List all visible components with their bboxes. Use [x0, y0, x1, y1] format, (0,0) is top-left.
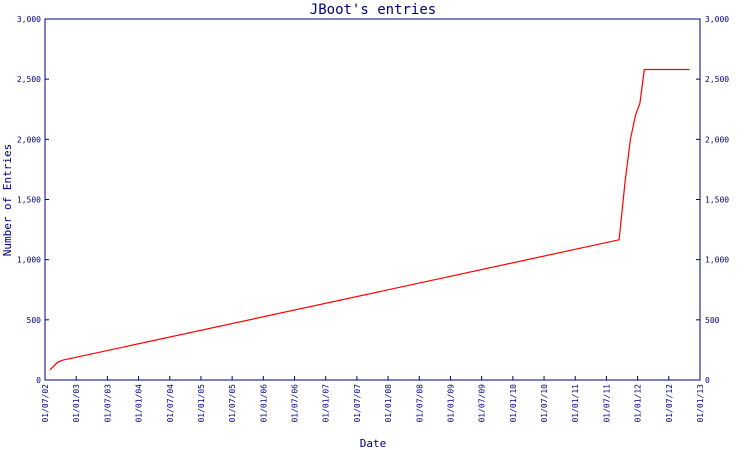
x-axis-ticks: 01/07/02 01/01/03 01/07/03 01/01/04 01/07/04… — [41, 376, 705, 423]
x-tick-label: 01/07/05 — [228, 384, 237, 423]
chart-title: JBoot's entries — [310, 2, 436, 18]
x-tick-label: 01/07/12 — [665, 384, 674, 423]
y-tick-label-right: 2,500 — [705, 75, 729, 84]
y-tick-label-right: 500 — [705, 316, 720, 325]
y-tick-label-left: 2,500 — [17, 75, 41, 84]
x-tick-label: 01/01/11 — [571, 384, 580, 423]
x-tick-label: 01/07/07 — [353, 384, 362, 423]
x-tick-label: 01/01/13 — [696, 384, 705, 423]
y-tick-label-right: 1,000 — [705, 256, 729, 265]
x-axis-label: Date — [360, 437, 387, 450]
y-tick-label-left: 0 — [36, 376, 41, 385]
series-layer — [49, 68, 690, 371]
x-tick-label: 01/07/03 — [103, 384, 112, 423]
y-axis-label: Number of Entries — [1, 144, 14, 257]
x-tick-label: 01/07/10 — [540, 384, 549, 423]
x-tick-label: 01/07/11 — [602, 384, 611, 423]
x-tick-label: 01/07/08 — [415, 384, 424, 423]
x-tick-label: 01/01/08 — [384, 384, 393, 423]
x-tick-label: 01/01/12 — [634, 384, 643, 423]
y-axis-ticks: 0 0 500 500 1,000 1,000 1,500 1,500 2,000 2,000 2,… — [17, 15, 729, 385]
y-tick-label-right: 1,500 — [705, 196, 729, 205]
y-tick-label-left: 1,500 — [17, 196, 41, 205]
x-tick-label: 01/07/04 — [166, 384, 175, 423]
y-tick-label-left: 1,000 — [17, 256, 41, 265]
x-tick-label: 01/07/02 — [41, 384, 50, 423]
x-tick-label: 01/01/03 — [72, 384, 81, 423]
x-tick-label: 01/01/04 — [135, 384, 144, 423]
plot-frame — [44, 18, 701, 381]
y-tick-label-right: 3,000 — [705, 15, 729, 24]
x-tick-label: 01/07/06 — [291, 384, 300, 423]
y-tick-label-right: 0 — [705, 376, 710, 385]
x-tick-label: 01/01/10 — [509, 384, 518, 423]
x-tick-label: 01/01/07 — [322, 384, 331, 423]
y-tick-label-left: 500 — [27, 316, 42, 325]
x-tick-label: 01/01/06 — [259, 384, 268, 423]
x-tick-label: 01/01/05 — [197, 384, 206, 423]
y-tick-label-right: 2,000 — [705, 135, 729, 144]
x-tick-label: 01/07/09 — [478, 384, 487, 423]
series-line — [49, 68, 690, 371]
y-tick-label-left: 2,000 — [17, 135, 41, 144]
y-tick-label-left: 3,000 — [17, 15, 41, 24]
x-tick-label: 01/01/09 — [446, 384, 455, 423]
